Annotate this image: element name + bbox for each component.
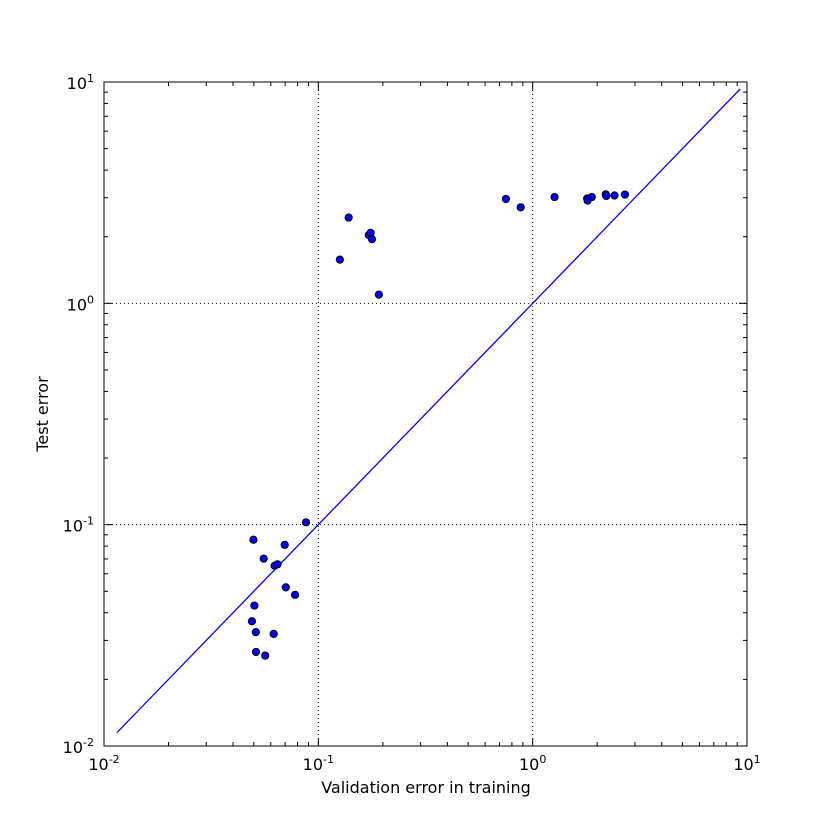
data-point: [550, 192, 559, 202]
y-tick-label: 100: [67, 293, 94, 314]
grid: [104, 82, 747, 746]
x-tick-label: 10-2: [88, 753, 119, 774]
y-tick-label: 10-1: [63, 515, 94, 536]
data-point: [281, 583, 290, 592]
y-axis-title: Test error: [33, 376, 52, 453]
data-point: [280, 540, 289, 549]
data-point: [344, 213, 353, 222]
data-point: [261, 651, 270, 660]
data-point: [301, 518, 311, 527]
ticks: [103, 81, 748, 747]
plot-frame: [103, 81, 748, 747]
y-tick-label: 10-2: [63, 736, 94, 757]
diagonal-line-path: [116, 88, 741, 734]
data-point: [374, 290, 383, 299]
data-point: [620, 190, 630, 199]
data-point: [501, 194, 511, 204]
x-tick-label: 100: [519, 753, 546, 774]
data-point: [251, 647, 261, 657]
data-point: [259, 554, 268, 563]
data-point: [269, 629, 278, 638]
data-point: [251, 628, 260, 637]
x-axis-title: Validation error in training: [321, 778, 531, 797]
diagonal-line: [116, 88, 741, 734]
data-point: [587, 192, 596, 202]
data-point: [335, 255, 344, 264]
data-point: [290, 590, 300, 599]
tick-labels: 10-2 10-1 100 101 10-2 10-1 100 101: [63, 72, 761, 774]
y-tick-label: 101: [67, 72, 94, 93]
data-point: [610, 191, 619, 200]
data-point: [602, 191, 611, 201]
data-point: [273, 560, 282, 569]
x-tick-label: 10-1: [303, 753, 334, 774]
data-point: [367, 235, 377, 244]
x-tick-label: 101: [733, 753, 760, 774]
data-point: [247, 617, 257, 626]
data-point: [249, 535, 258, 544]
points: [247, 190, 630, 660]
data-point: [250, 601, 259, 610]
data-point: [516, 203, 525, 212]
